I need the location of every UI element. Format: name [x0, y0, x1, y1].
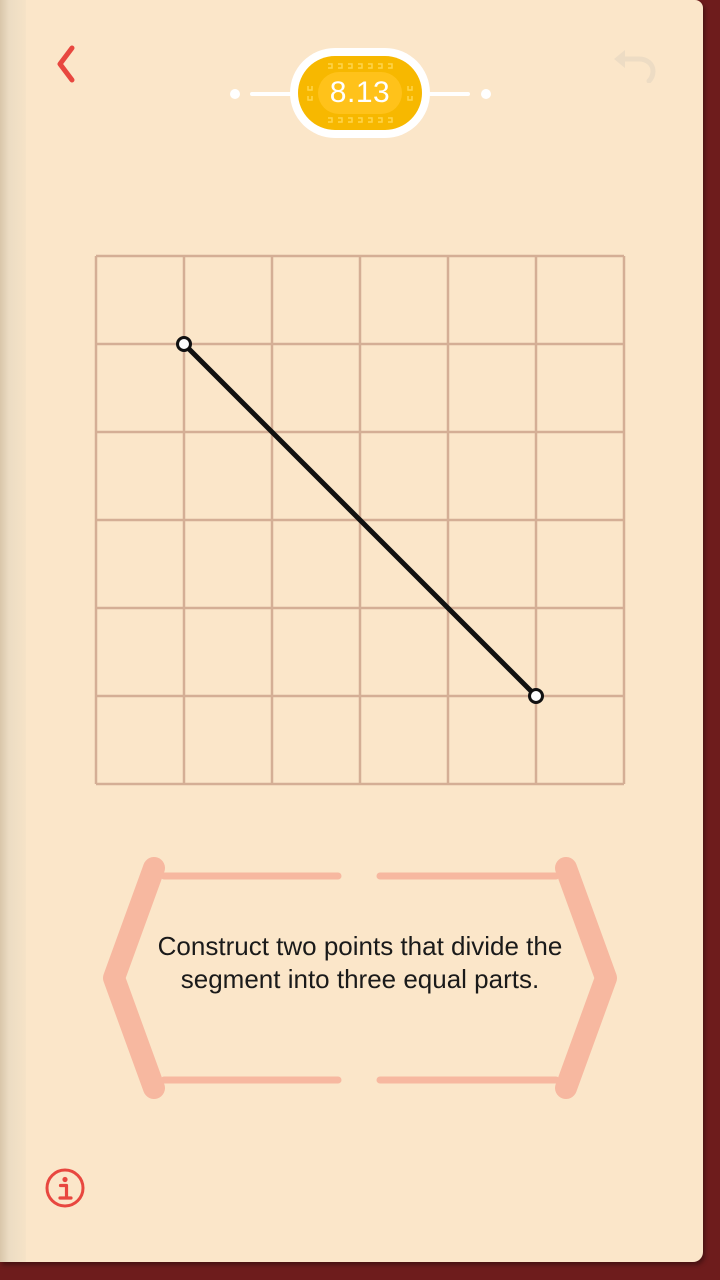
chevron-left-icon [57, 45, 75, 83]
given-segment[interactable] [181, 341, 539, 699]
level-indicator: 8.13 [226, 48, 496, 138]
level-line-left [250, 92, 298, 96]
info-icon [45, 1168, 85, 1208]
level-dot-left [230, 89, 240, 99]
task-frame [103, 857, 617, 1099]
segment-endpoint-start[interactable] [176, 336, 192, 352]
undo-arrow-icon [614, 50, 656, 83]
level-dot-right [481, 89, 491, 99]
level-line-right [424, 92, 470, 96]
segment-endpoint-end[interactable] [528, 688, 544, 704]
level-pill: 8.13 [318, 72, 402, 114]
level-badge-ornament: 8.13 [298, 56, 422, 130]
back-button[interactable] [48, 42, 84, 86]
undo-button[interactable] [608, 44, 660, 88]
task-description: Construct two points that divide the seg… [157, 931, 563, 994]
construction-board[interactable] [94, 254, 626, 786]
info-button[interactable] [44, 1167, 86, 1209]
level-badge: 8.13 [290, 48, 430, 138]
book-spine [0, 0, 26, 1262]
level-number: 8.13 [329, 76, 391, 109]
